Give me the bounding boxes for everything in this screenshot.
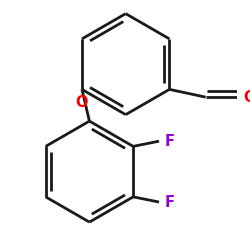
Text: O: O	[76, 95, 88, 110]
Text: O: O	[243, 90, 250, 105]
Text: F: F	[165, 194, 175, 210]
Text: F: F	[165, 134, 175, 149]
